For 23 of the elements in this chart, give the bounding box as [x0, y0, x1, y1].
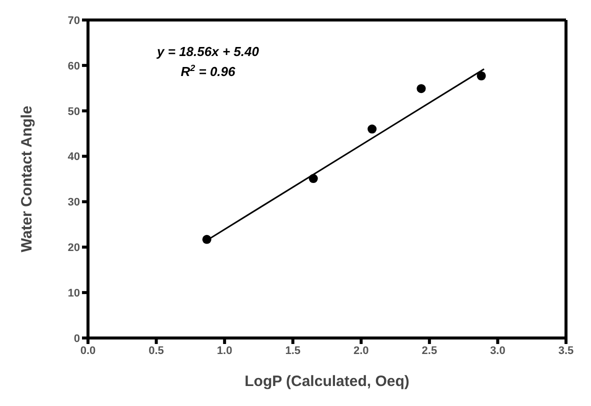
x-tick-label: 1.5: [285, 344, 301, 357]
x-tick-label: 0.0: [80, 344, 96, 357]
x-axis-title: LogP (Calculated, Oeq): [244, 373, 410, 390]
y-tick-label: 0: [74, 332, 80, 345]
y-tick-label: 30: [68, 196, 80, 209]
point: [368, 124, 377, 134]
y-tick-label: 60: [68, 60, 80, 72]
x-tick-label: 1.0: [216, 344, 232, 357]
y-tick-label: 20: [68, 242, 80, 254]
x-tick-label: 2.5: [422, 344, 438, 357]
annotation: R$^{2}$ = 0.96: [180, 63, 236, 79]
annotation: y = 18.56x + 5.40: [156, 44, 260, 59]
x-tick-label: 3.0: [490, 344, 506, 357]
y-tick-label: 70: [68, 14, 80, 27]
y-tick-label: 10: [68, 287, 80, 300]
y-tick-label: 40: [68, 151, 80, 164]
point: [416, 84, 426, 94]
x-tick-label: 3.5: [558, 344, 574, 357]
x-tick-label: 0.5: [148, 344, 164, 357]
y-tick-label: 50: [68, 106, 80, 118]
point: [476, 71, 486, 80]
y-axis-title: Water Contact Angle: [18, 106, 36, 252]
x-tick-label: 2.0: [353, 344, 369, 357]
